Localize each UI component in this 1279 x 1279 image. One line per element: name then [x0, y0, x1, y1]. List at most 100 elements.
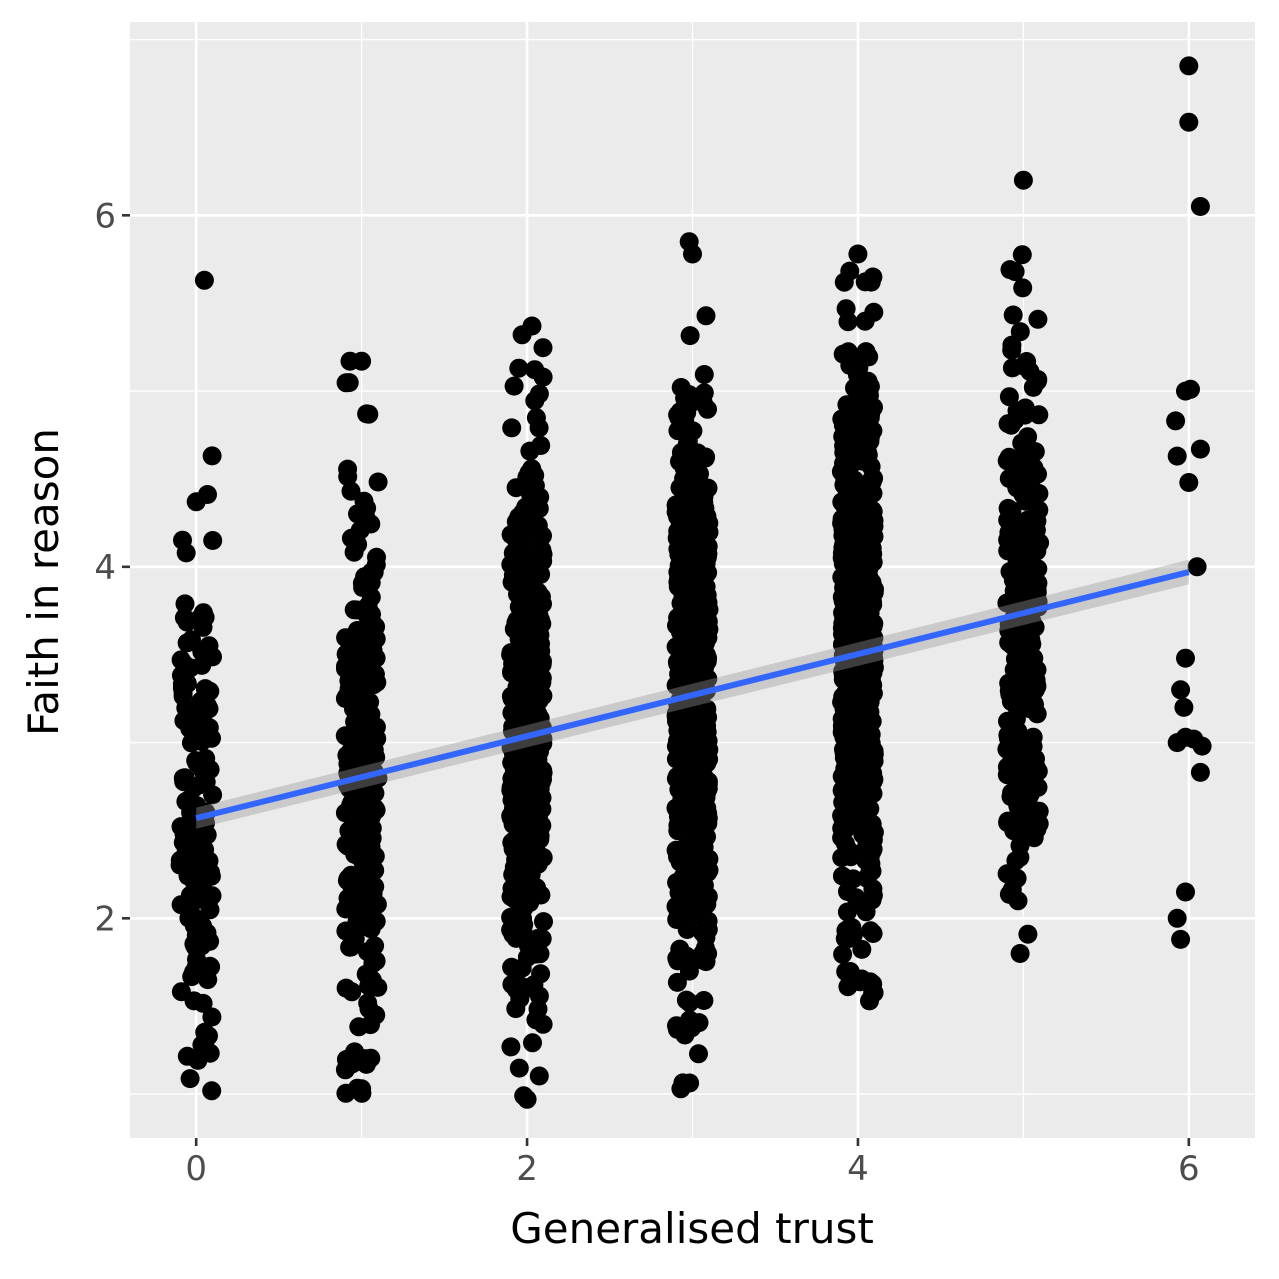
data-point	[184, 934, 204, 954]
data-point	[200, 760, 220, 779]
data-point	[346, 793, 366, 813]
data-point	[352, 573, 372, 593]
data-point	[336, 373, 356, 393]
data-point	[174, 772, 194, 792]
data-point	[194, 270, 214, 290]
data-point	[679, 501, 699, 521]
data-point	[506, 512, 526, 532]
data-point	[676, 990, 696, 1010]
axis-ticks	[122, 214, 1191, 1146]
data-point	[345, 712, 365, 732]
data-point	[858, 626, 878, 646]
data-point	[341, 481, 361, 501]
data-point	[1006, 851, 1026, 871]
data-point	[504, 744, 523, 764]
data-point	[187, 909, 207, 929]
data-point	[1023, 727, 1043, 747]
data-point	[1013, 278, 1033, 298]
data-point	[1027, 814, 1047, 834]
data-point	[352, 351, 372, 371]
data-point	[833, 944, 853, 964]
data-point	[336, 899, 356, 919]
data-point	[367, 547, 386, 567]
data-point	[688, 669, 708, 689]
data-point	[676, 841, 695, 861]
data-point	[529, 986, 549, 1006]
data-point	[670, 452, 689, 471]
data-point	[364, 675, 384, 695]
data-point	[864, 302, 884, 322]
data-point	[529, 418, 549, 438]
data-point	[837, 547, 857, 567]
data-point	[534, 912, 553, 932]
data-point	[507, 542, 527, 561]
data-point	[201, 866, 221, 886]
data-point	[1003, 305, 1023, 325]
data-point	[202, 728, 221, 748]
data-point	[184, 963, 204, 983]
data-point	[860, 427, 880, 447]
data-point	[506, 834, 526, 854]
data-point	[175, 594, 195, 614]
data-point	[679, 385, 699, 405]
data-point	[1019, 538, 1039, 558]
data-point	[173, 686, 193, 706]
data-point	[1174, 697, 1194, 717]
data-point	[833, 722, 853, 742]
data-point	[180, 885, 200, 905]
data-point	[696, 306, 716, 326]
data-point	[361, 514, 381, 534]
fit-line	[195, 569, 1190, 822]
data-point	[668, 577, 688, 597]
data-point	[841, 438, 861, 458]
data-point	[357, 404, 377, 424]
data-point	[509, 358, 529, 378]
data-point	[356, 1054, 376, 1074]
data-point	[837, 846, 857, 865]
data-point	[1176, 882, 1195, 902]
data-point	[1023, 753, 1043, 773]
data-point	[1002, 691, 1022, 711]
data-point	[337, 686, 357, 706]
x-tick-label: 2	[516, 1149, 538, 1189]
data-point	[862, 763, 882, 783]
data-point	[1012, 581, 1032, 601]
data-point	[359, 999, 379, 1019]
data-point	[857, 685, 877, 705]
y-tick-label: 6	[94, 196, 116, 236]
data-point	[684, 895, 703, 915]
x-tick-label: 0	[185, 1149, 207, 1189]
data-point	[856, 512, 875, 532]
data-point	[1028, 309, 1048, 329]
data-point	[362, 970, 382, 990]
data-point	[361, 784, 381, 804]
data-point	[527, 543, 547, 563]
data-point	[186, 751, 206, 771]
data-point	[533, 760, 553, 780]
data-point	[171, 982, 191, 1002]
data-point	[694, 492, 714, 512]
data-point	[501, 1037, 521, 1057]
data-point	[511, 695, 531, 715]
y-axis-title: Faith in reason	[19, 428, 68, 736]
x-tick-label: 6	[1178, 1149, 1200, 1189]
data-point	[357, 498, 377, 518]
data-point	[680, 326, 700, 346]
data-point	[515, 764, 535, 784]
data-point	[671, 1079, 691, 1099]
data-point	[533, 338, 553, 358]
data-point	[684, 651, 704, 671]
data-point	[522, 494, 542, 514]
data-point	[203, 647, 222, 667]
data-point	[1025, 617, 1045, 637]
data-point	[843, 694, 863, 714]
data-point	[519, 786, 539, 806]
data-point	[1016, 638, 1036, 658]
data-point	[1167, 908, 1187, 928]
data-point	[336, 978, 356, 998]
data-point	[1013, 170, 1033, 190]
data-point	[863, 974, 883, 994]
data-point	[838, 618, 858, 638]
data-point	[509, 569, 529, 589]
data-point	[667, 652, 687, 672]
